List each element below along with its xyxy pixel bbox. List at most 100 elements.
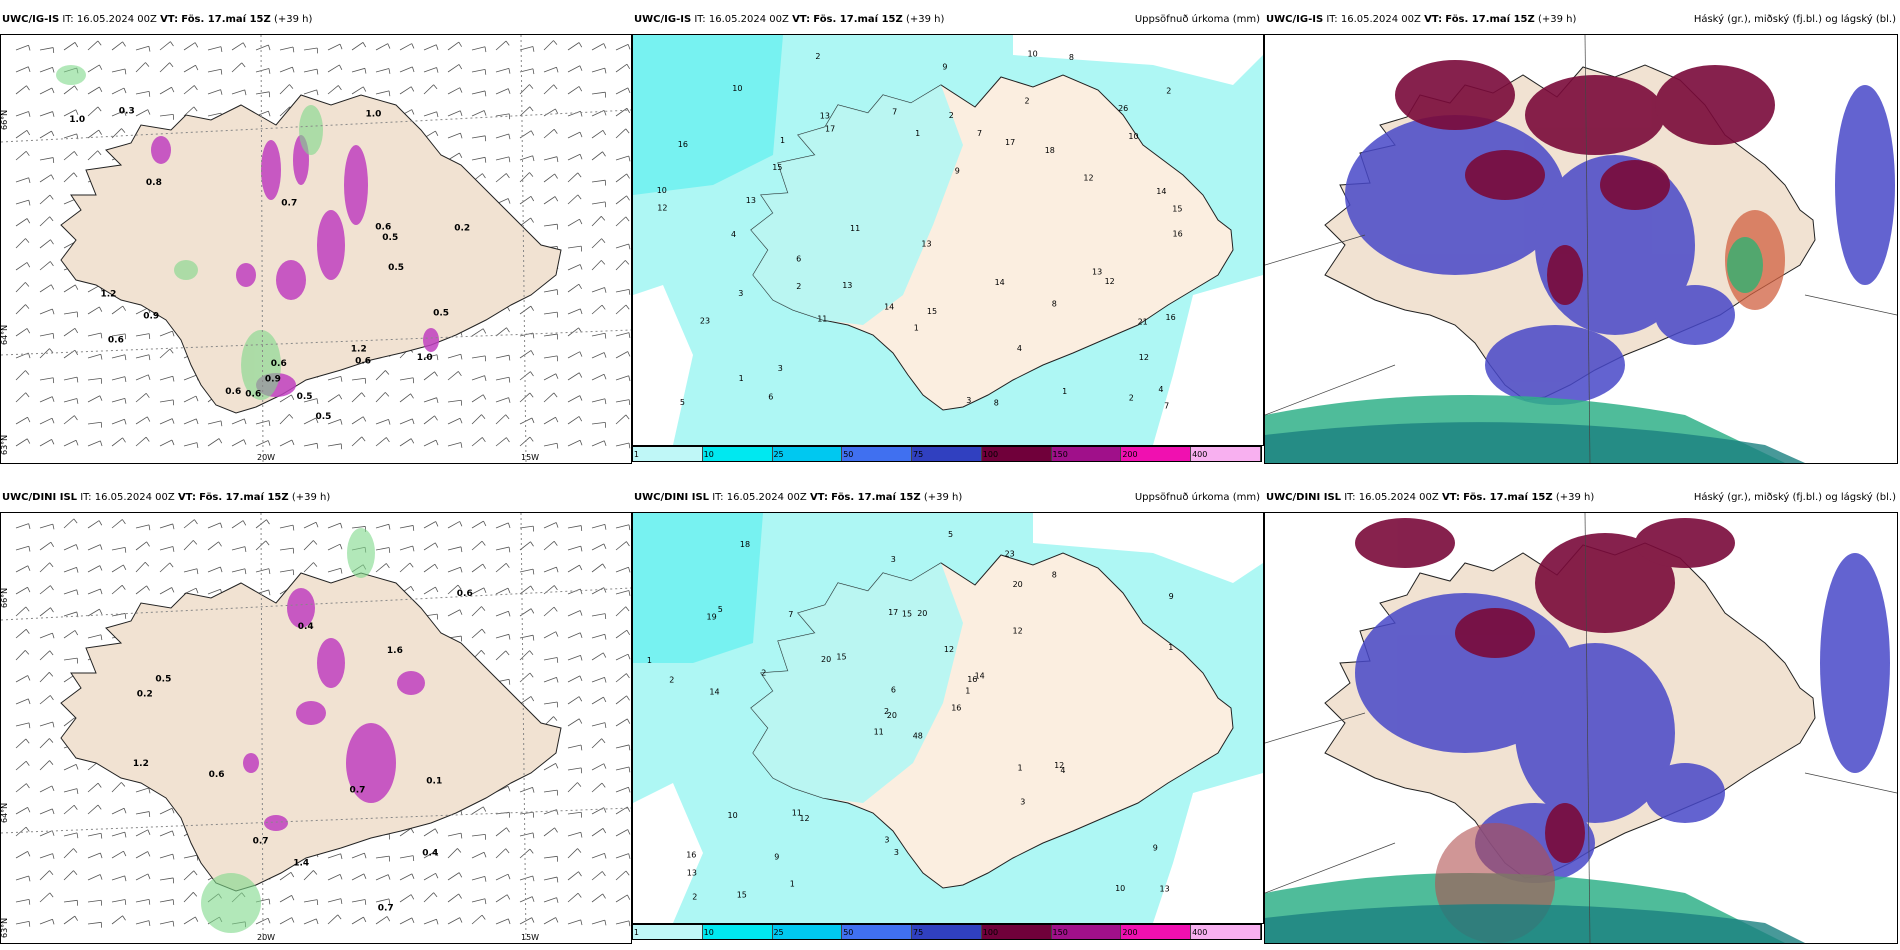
wind-map[interactable]: 0.6 0.6 0.7 1.0 0.2 0.6 0.9 1.2 0.6 0.8 0.9 1.0 0.6 0…: [0, 34, 632, 464]
wind-barb: [39, 261, 54, 271]
wind-barb: [15, 523, 31, 529]
map-value-label: 0.2: [137, 690, 153, 700]
wind-barb: [567, 42, 583, 51]
wind-barb: [303, 899, 319, 906]
wind-barb: [135, 541, 150, 551]
wind-barb: [279, 394, 295, 403]
map-value-label: 4: [1158, 385, 1163, 394]
wind-barb: [39, 174, 55, 183]
precip-map[interactable]: 48 19 20 16 16 12 23 20 20 16 18 13 14 9 11 12 15 17 12 10 1…: [632, 512, 1264, 924]
wind-barb: [519, 525, 534, 532]
wind-barb: [567, 395, 583, 403]
wind-barb: [495, 88, 511, 95]
wind-barb: [471, 851, 487, 859]
wind-barb: [255, 44, 271, 51]
wind-barb: [471, 914, 486, 925]
wind-map-panel-bottom: UWC/DINI ISL IT: 16.05.2024 00Z VT: Fös.…: [0, 490, 632, 945]
wind-barb: [63, 544, 79, 551]
wind-barb: [423, 521, 439, 529]
map-value-label: 2: [949, 111, 954, 120]
wind-barb: [159, 830, 175, 837]
wind-barb: [279, 84, 294, 95]
cloud-map[interactable]: [1264, 34, 1898, 464]
map-value-label: 0.6: [375, 223, 391, 233]
wind-barb: [351, 377, 366, 384]
map-value-label: 10: [1115, 884, 1125, 893]
map-value-label: 1.2: [351, 345, 367, 355]
wind-barb: [447, 399, 462, 406]
wind-barb: [39, 332, 55, 339]
map-value-label: 0.5: [155, 675, 171, 685]
wind-barb: [135, 333, 151, 339]
wind-barb: [111, 831, 127, 838]
wind-barb: [111, 376, 127, 383]
cloud-map-panel-bottom: UWC/DINI ISL IT: 16.05.2024 00Z VT: Fös.…: [1264, 490, 1900, 945]
wind-barb: [615, 786, 631, 793]
panel-header: UWC/IG-IS IT: 16.05.2024 00Z VT: Fös. 17…: [1266, 14, 1577, 25]
map-value-label: 5: [948, 530, 953, 539]
wind-barb: [399, 377, 415, 384]
wind-barb: [375, 523, 391, 530]
wind-barb: [135, 787, 151, 794]
wind-barb: [495, 327, 510, 337]
wind-barb: [327, 567, 343, 574]
wind-barb: [15, 304, 30, 315]
wind-barb: [15, 66, 31, 73]
wind-barb: [615, 894, 631, 903]
map-value-label: 4: [1017, 344, 1022, 353]
wind-barb: [15, 177, 31, 184]
wind-barb: [495, 848, 510, 859]
map-value-label: 17: [888, 608, 898, 617]
wind-barb: [327, 43, 343, 51]
wind-barb: [39, 216, 54, 227]
map-value-label: 1: [647, 656, 652, 665]
colorbar-tick-label: 10: [703, 928, 714, 937]
wind-barb: [543, 128, 558, 139]
cloud-map[interactable]: [1264, 512, 1898, 944]
cloud-title: Háský (gr.), miðský (fj.bl.) og lágský (…: [1693, 14, 1896, 25]
wind-barb: [87, 804, 102, 815]
wind-barb: [399, 86, 415, 95]
wind-barb: [615, 744, 631, 751]
wind-barb: [279, 569, 295, 576]
wind-map[interactable]: 0.4 0.7 0.6 1.2 0.5 0.7 1.6 0.4 1.4 0.1 0.2 0.6 0.7 …: [0, 512, 632, 944]
map-value-label: 13: [1092, 268, 1102, 277]
wind-barb: [423, 111, 439, 118]
wind-barb: [111, 354, 127, 361]
map-value-label: 13: [842, 281, 852, 290]
colorbar-tick-label: 400: [1192, 450, 1208, 459]
wind-barb: [15, 416, 31, 425]
wind-barb: [495, 376, 511, 383]
wind-barb: [39, 721, 55, 728]
wind-barb: [159, 587, 175, 595]
wind-barb: [495, 354, 511, 361]
wind-barb: [471, 90, 487, 97]
colorbar-tick-label: 25: [773, 928, 784, 937]
wind-barb: [15, 898, 31, 905]
colorbar-tick-label: 100: [982, 928, 999, 937]
map-value-label: 14: [975, 672, 985, 681]
wind-barb: [495, 522, 511, 529]
map-value-label: 0.5: [316, 412, 332, 422]
precip-map[interactable]: 17 14 17 15 11 16 13 10 21 26 15 12 12 11 23 13 6 10 2 7 4 2 1…: [632, 34, 1264, 446]
wind-barb: [423, 563, 439, 573]
map-value-label: 3: [966, 396, 971, 405]
wind-barb: [615, 566, 631, 573]
map-value-label: 0.6: [457, 589, 473, 599]
wind-barb: [135, 811, 151, 817]
wind-barb: [87, 106, 102, 117]
wind-barb: [111, 519, 126, 529]
map-value-label: 10: [732, 84, 742, 93]
wind-barb: [375, 68, 391, 74]
wind-barb: [15, 328, 31, 337]
wind-barb: [375, 437, 390, 447]
wind-barb: [87, 421, 102, 428]
map-value-label: 1: [780, 136, 785, 145]
wind-barb: [63, 42, 79, 51]
wind-barb: [111, 418, 127, 425]
map-value-label: 16: [951, 704, 961, 713]
map-value-label: 14: [884, 303, 894, 312]
wind-barb: [471, 540, 486, 551]
wind-barb: [567, 65, 583, 73]
wind-barb: [519, 585, 534, 595]
